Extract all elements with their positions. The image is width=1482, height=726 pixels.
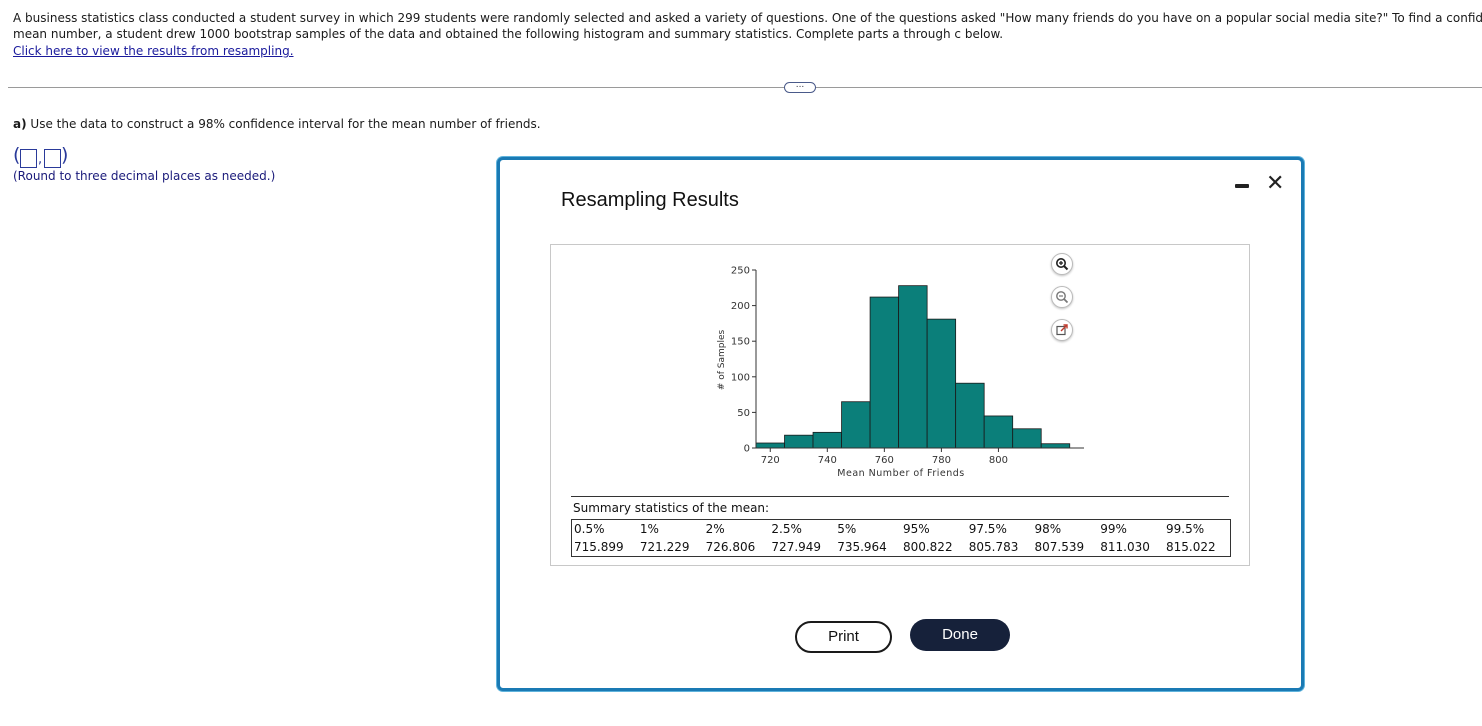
dialog-title: Resampling Results	[561, 189, 739, 211]
y-axis-title: # of Samples	[717, 330, 727, 391]
y-tick-label: 50	[737, 408, 750, 419]
y-tick-label: 200	[731, 301, 750, 312]
done-button[interactable]: Done	[910, 619, 1010, 651]
upper-bound-input[interactable]	[44, 149, 61, 168]
resampling-results-link[interactable]: Click here to view the results from resa…	[13, 44, 294, 58]
expand-icon[interactable]	[1051, 319, 1073, 341]
histogram-bar	[812, 431, 842, 449]
open-paren: (	[13, 144, 21, 166]
histogram-bar	[869, 296, 900, 449]
percentile-value-row: 715.899 721.229 726.806 727.949 735.964 800.8…	[572, 538, 1231, 557]
percentile-value: 726.806	[705, 540, 756, 554]
percentile-value: 815.022	[1166, 540, 1216, 554]
x-tick-label: 720	[761, 455, 780, 466]
histogram-bar	[841, 401, 871, 449]
close-icon[interactable]: ✕	[1266, 171, 1285, 196]
histogram-bar	[1012, 428, 1042, 449]
part-a-question: a) Use the data to construct a 98% confi…	[13, 117, 541, 131]
percentile-label: 98%	[1034, 522, 1062, 536]
percentile-label: 2.5%	[771, 522, 802, 536]
percentile-value: 727.949	[771, 540, 822, 554]
histogram-bar	[955, 382, 985, 449]
x-tick-label: 760	[875, 455, 894, 466]
section-divider	[8, 87, 1482, 88]
percentile-label: 97.5%	[968, 522, 1007, 536]
percentile-label: 2%	[705, 522, 725, 536]
percentile-value: 721.229	[639, 540, 690, 554]
histogram-bar	[926, 318, 957, 449]
x-axis-title: Mean Number of Friends	[837, 468, 964, 479]
expand-more-button[interactable]: ...	[784, 81, 816, 93]
x-tick-label: 780	[932, 455, 951, 466]
histogram-bar	[983, 415, 1014, 449]
percentile-label: 95%	[902, 522, 930, 536]
histogram-bar	[898, 285, 928, 449]
close-paren: )	[61, 144, 69, 166]
x-tick-label: 800	[989, 455, 1008, 466]
histogram-bar	[784, 434, 814, 449]
lower-bound-input[interactable]	[20, 149, 37, 168]
part-a-text: Use the data to construct a 98% confiden…	[30, 117, 541, 131]
percentile-label: 5%	[837, 522, 857, 536]
y-tick-label: 150	[731, 337, 750, 348]
problem-line-1: A business statistics class conducted a …	[13, 11, 1482, 25]
percentile-value: 811.030	[1100, 540, 1150, 554]
part-a-label: a)	[13, 117, 27, 131]
resampling-results-dialog: Resampling Results ✕ 0 50 100 150 200 250 720 7…	[497, 157, 1304, 691]
stats-rule	[571, 496, 1229, 497]
percentile-label: 0.5%	[574, 522, 605, 536]
percentile-table: 0.5% 1% 2% 2.5% 5% 95% 97.5% 98% 99% 99.5% 715.89…	[571, 519, 1231, 557]
y-tick-label: 250	[731, 266, 750, 277]
x-tick-label: 740	[818, 455, 837, 466]
histogram-panel: 0 50 100 150 200 250 720 740 760 780 800 Mean Numbe…	[550, 244, 1250, 566]
zoom-out-icon[interactable]	[1051, 286, 1073, 308]
percentile-value: 805.783	[968, 540, 1019, 554]
percentile-header-row: 0.5% 1% 2% 2.5% 5% 95% 97.5% 98% 99% 99.5%	[572, 520, 1231, 539]
percentile-label: 1%	[639, 522, 659, 536]
percentile-value: 735.964	[837, 540, 887, 554]
histogram-chart: 0 50 100 150 200 250 720 740 760 780 800 Mean Numbe…	[717, 266, 1084, 479]
histogram-bar	[755, 442, 785, 449]
histogram-bar	[1040, 443, 1071, 449]
y-tick-label: 0	[744, 444, 750, 455]
problem-line-2: mean number, a student drew 1000 bootstr…	[13, 27, 1004, 41]
percentile-label: 99%	[1100, 522, 1127, 536]
comma-separator: ,	[38, 152, 43, 167]
print-button[interactable]: Print	[795, 621, 892, 653]
percentile-label: 99.5%	[1166, 522, 1205, 536]
percentile-value: 807.539	[1034, 540, 1085, 554]
summary-statistics: Summary statistics of the mean: 0.5% 1% 2%…	[571, 496, 1231, 557]
rounding-hint: (Round to three decimal places as needed…	[13, 169, 276, 183]
percentile-value: 800.822	[902, 540, 953, 554]
zoom-in-icon[interactable]	[1051, 253, 1073, 275]
percentile-value: 715.899	[574, 540, 624, 554]
stats-caption: Summary statistics of the mean:	[573, 501, 770, 515]
problem-statement: A business statistics class conducted a …	[13, 10, 1482, 59]
y-tick-label: 100	[731, 372, 750, 383]
minimize-icon[interactable]	[1235, 184, 1249, 188]
